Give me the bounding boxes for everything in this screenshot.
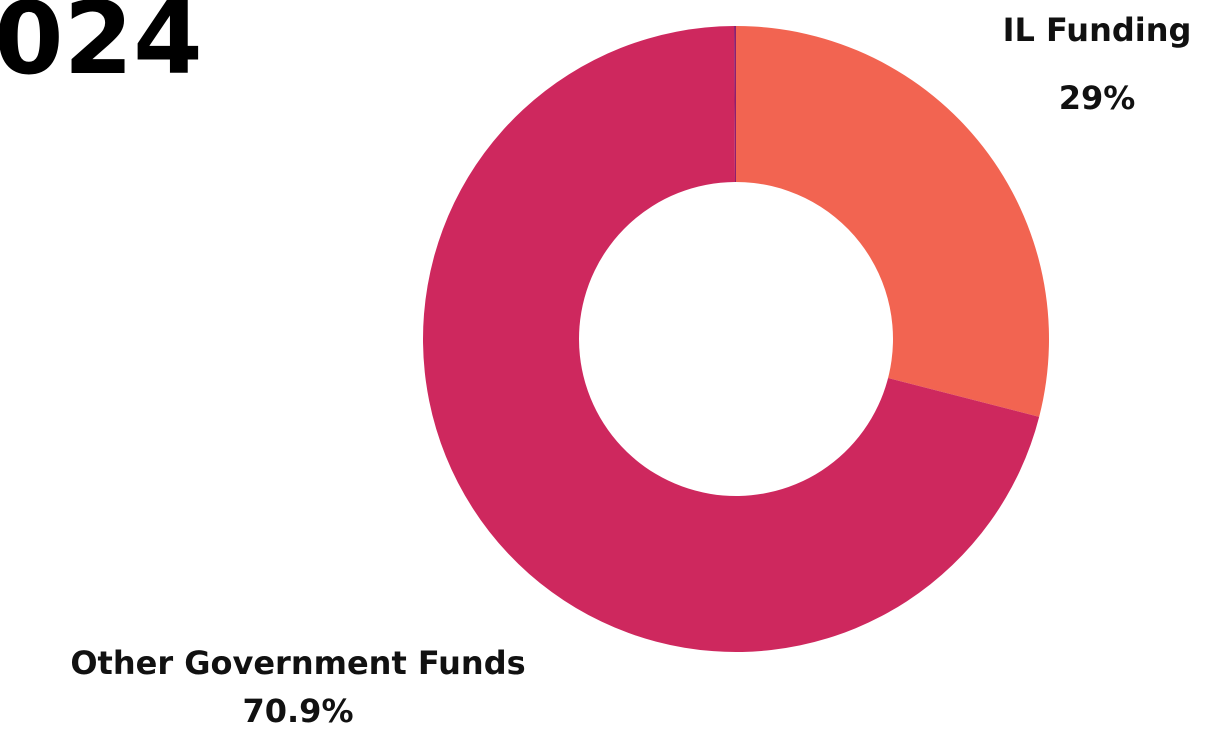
slice-label-il-funding-name: IL Funding — [1003, 11, 1192, 49]
slice-label-other-government-funds-name: Other Government Funds — [70, 644, 525, 682]
slice-il-funding — [736, 26, 1050, 417]
slice-other-government-funds — [423, 26, 1040, 653]
donut-slices — [423, 26, 1050, 653]
slice-label-other-government-funds-value: 70.9% — [242, 692, 353, 730]
slice-slice-2 — [734, 26, 736, 182]
year-heading: 024 — [0, 0, 203, 97]
slice-label-il-funding-value: 29% — [1059, 79, 1136, 117]
slice-label-il-funding: IL Funding 29% — [1003, 11, 1192, 117]
slice-label-other-government-funds: Other Government Funds 70.9% — [70, 644, 525, 730]
